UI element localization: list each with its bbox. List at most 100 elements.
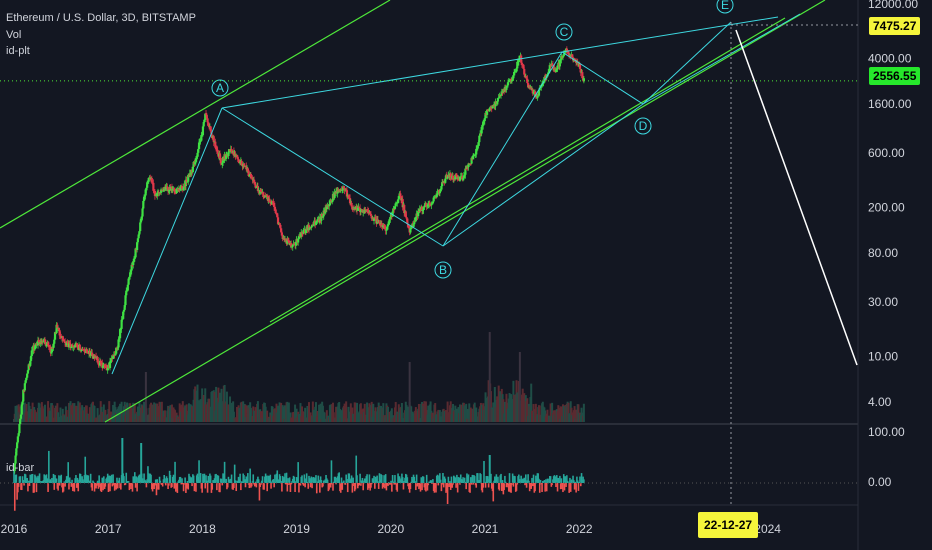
sub-bar xyxy=(260,483,262,485)
candle-body xyxy=(399,193,402,197)
sub-bar xyxy=(377,481,379,483)
sub-bar xyxy=(70,483,73,487)
sub-bar xyxy=(195,483,197,492)
candle-body xyxy=(259,189,263,192)
volume-bar xyxy=(287,402,290,422)
sub-bar xyxy=(370,483,372,488)
sub-bar xyxy=(266,483,268,492)
candle-body xyxy=(409,228,412,233)
sub-bar xyxy=(166,478,169,483)
candle-body xyxy=(36,340,40,346)
candle-body xyxy=(280,232,284,236)
candle-body xyxy=(475,148,478,155)
candle-body xyxy=(196,152,199,157)
sub-bar xyxy=(483,481,486,483)
candle-body xyxy=(15,448,18,456)
candle-body xyxy=(201,126,205,136)
sub-bar xyxy=(154,479,157,483)
sub-bar xyxy=(475,483,478,488)
candle-body xyxy=(67,342,71,348)
sub-bar xyxy=(96,480,99,483)
candle-body xyxy=(403,205,406,214)
candle-body xyxy=(426,205,429,207)
sub-bar xyxy=(530,483,533,489)
candle-body xyxy=(179,187,182,191)
volume-bar xyxy=(133,403,136,422)
volume-bar xyxy=(394,401,397,422)
candle-body xyxy=(485,109,489,115)
candle-body xyxy=(297,236,301,239)
sub-bar xyxy=(51,477,53,483)
candle-body xyxy=(184,179,187,187)
candle-body xyxy=(131,264,134,266)
sub-bar xyxy=(315,475,317,483)
pattern-line xyxy=(111,107,223,375)
volume-bar xyxy=(492,402,495,422)
channel-line xyxy=(0,0,391,229)
sub-bar xyxy=(472,483,474,485)
sub-bar xyxy=(387,481,390,483)
sub-bar xyxy=(569,477,571,483)
sub-bar xyxy=(344,483,347,485)
volume-bar xyxy=(372,403,375,422)
sub-bar xyxy=(555,475,558,483)
sub-bar xyxy=(67,462,69,483)
candle-body xyxy=(66,341,69,344)
volume-bar xyxy=(229,396,232,422)
sub-bar xyxy=(473,476,476,483)
candle-body xyxy=(78,344,81,349)
sub-bar xyxy=(286,483,289,492)
volume-bar xyxy=(349,403,352,422)
pattern-point-marker xyxy=(211,79,229,97)
sub-bar xyxy=(549,476,552,483)
sub-bar xyxy=(21,476,24,483)
candle-body xyxy=(205,114,208,119)
candle-body xyxy=(132,261,135,266)
candle-body xyxy=(18,424,21,434)
sub-bar xyxy=(158,476,161,483)
candle-body xyxy=(63,340,66,342)
volume-bar xyxy=(438,410,441,422)
candle-body xyxy=(121,318,124,320)
volume-bar xyxy=(551,402,554,422)
candle-body xyxy=(554,69,558,72)
volume-bar xyxy=(319,403,322,422)
candle-body xyxy=(469,163,472,165)
candle-body xyxy=(389,216,392,220)
sub-bar xyxy=(116,477,118,483)
sub-bar xyxy=(514,476,516,483)
candle-body xyxy=(245,165,248,170)
candle-body xyxy=(342,186,345,189)
sub-bar xyxy=(425,474,428,483)
volume-bar xyxy=(468,403,471,422)
candle-body xyxy=(494,101,497,107)
candle-body xyxy=(454,174,457,180)
candle-body xyxy=(160,190,163,193)
sub-bar xyxy=(190,477,193,483)
candle-body xyxy=(195,156,198,159)
volume-bar xyxy=(70,405,73,422)
sub-bar xyxy=(228,479,231,483)
candle-body xyxy=(358,206,361,208)
candle-body xyxy=(429,205,432,207)
candle-body xyxy=(136,242,139,251)
volume-bar xyxy=(23,402,26,422)
sub-bar xyxy=(459,474,462,483)
volume-bar xyxy=(447,412,450,422)
sub-bar xyxy=(288,477,291,483)
sub-bar xyxy=(430,480,433,483)
candle-body xyxy=(463,174,466,176)
candle-body xyxy=(269,201,272,203)
volume-bar xyxy=(465,403,468,422)
sub-bar xyxy=(207,475,210,483)
volume-bar xyxy=(102,404,105,422)
sub-bar xyxy=(75,483,78,488)
x-tick-label: 2020 xyxy=(377,522,404,536)
channel-line xyxy=(269,17,786,323)
candle-body xyxy=(413,220,416,225)
candle-body xyxy=(406,218,409,225)
sub-bar xyxy=(559,483,562,490)
candle-body xyxy=(166,188,170,192)
sub-bar xyxy=(216,483,218,491)
